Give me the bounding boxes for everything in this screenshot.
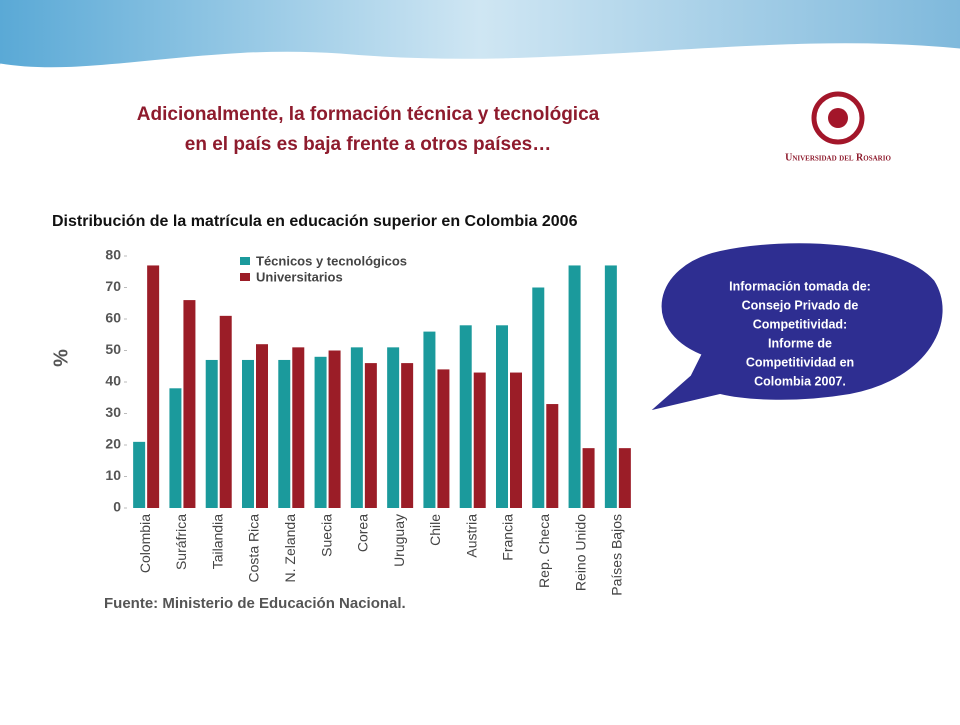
header-band — [0, 0, 960, 69]
title-line: en el país es baja frente a otros países… — [185, 134, 551, 155]
y-tick-label: 0 — [113, 499, 121, 515]
legend-label: Universitarios — [256, 269, 343, 284]
bar — [437, 369, 450, 508]
bar — [292, 347, 305, 508]
bar — [205, 359, 218, 508]
callout-line: Información tomada de: — [729, 279, 871, 293]
y-tick-label: 30 — [105, 404, 121, 420]
x-tick-label: Austria — [463, 514, 479, 558]
callout-line: Colombia 2007. — [754, 374, 846, 388]
x-tick-label: Reino Unido — [572, 514, 588, 591]
bar — [496, 325, 508, 508]
bar — [147, 265, 160, 508]
y-tick-label: 20 — [105, 436, 121, 452]
x-tick-label: Tailandia — [209, 514, 225, 569]
y-tick-label: 80 — [105, 247, 121, 263]
y-tick-label: 40 — [105, 373, 121, 389]
logo-emblem — [828, 108, 848, 128]
x-tick-label: Suecia — [318, 514, 334, 557]
logo: Universidad del Rosario — [785, 91, 891, 163]
x-tick-label: Colombia — [137, 514, 153, 573]
x-tick-label: Rep. Checa — [536, 514, 552, 588]
y-tick-label: 70 — [105, 278, 121, 294]
bar — [423, 331, 436, 508]
title-line: Adicionalmente, la formación técnica y t… — [137, 104, 600, 125]
bar — [364, 363, 377, 508]
x-tick-label: Uruguay — [391, 514, 407, 567]
logo-text: Universidad del Rosario — [785, 152, 891, 163]
bar — [278, 359, 291, 508]
bar — [133, 441, 146, 508]
bar — [169, 388, 182, 508]
header-wave — [0, 43, 960, 71]
callout-line: Competitividad en — [746, 355, 854, 369]
bar — [183, 300, 196, 508]
y-tick-label: 60 — [105, 310, 121, 326]
bar — [473, 372, 486, 508]
bar — [604, 265, 617, 508]
legend-swatch — [240, 257, 250, 265]
bar — [256, 344, 268, 508]
y-axis-label: % — [50, 349, 72, 367]
x-tick-label: Corea — [355, 514, 371, 552]
bar — [568, 265, 581, 508]
x-tick-label: Países Bajos — [609, 514, 625, 596]
bar — [401, 363, 414, 508]
y-tick-label: 10 — [105, 467, 121, 483]
callout-line: Consejo Privado de — [742, 298, 859, 312]
bar — [328, 350, 341, 508]
logo-emblem — [811, 91, 865, 145]
chart-title: Distribución de la matrícula en educació… — [52, 213, 578, 230]
bar — [314, 356, 327, 508]
source: Fuente: Ministerio de Educación Nacional… — [104, 595, 406, 612]
legend-swatch — [240, 273, 250, 281]
bar — [532, 287, 545, 508]
y-tick-label: 50 — [105, 341, 121, 357]
bar — [582, 448, 595, 508]
bar — [546, 404, 559, 508]
callout-text: Información tomada de: Consejo Privado de… — [729, 279, 871, 388]
x-tick-label: Costa Rica — [246, 514, 262, 583]
x-tick-label: N. Zelanda — [282, 514, 298, 583]
legend-label: Técnicos y tecnológicos — [256, 253, 407, 268]
x-tick-label: Suráfrica — [173, 514, 189, 570]
bar — [350, 347, 363, 508]
bar — [242, 359, 254, 508]
x-tick-label: Francia — [500, 514, 516, 561]
bar — [510, 372, 522, 508]
callout-bubble — [647, 241, 945, 413]
bar — [387, 347, 400, 508]
callout-line: Informe de — [768, 336, 832, 350]
bar — [618, 448, 631, 508]
callout-line: Competitividad: — [753, 317, 847, 331]
bar — [459, 325, 472, 508]
x-tick-label: Chile — [427, 514, 443, 546]
bar — [219, 315, 232, 508]
